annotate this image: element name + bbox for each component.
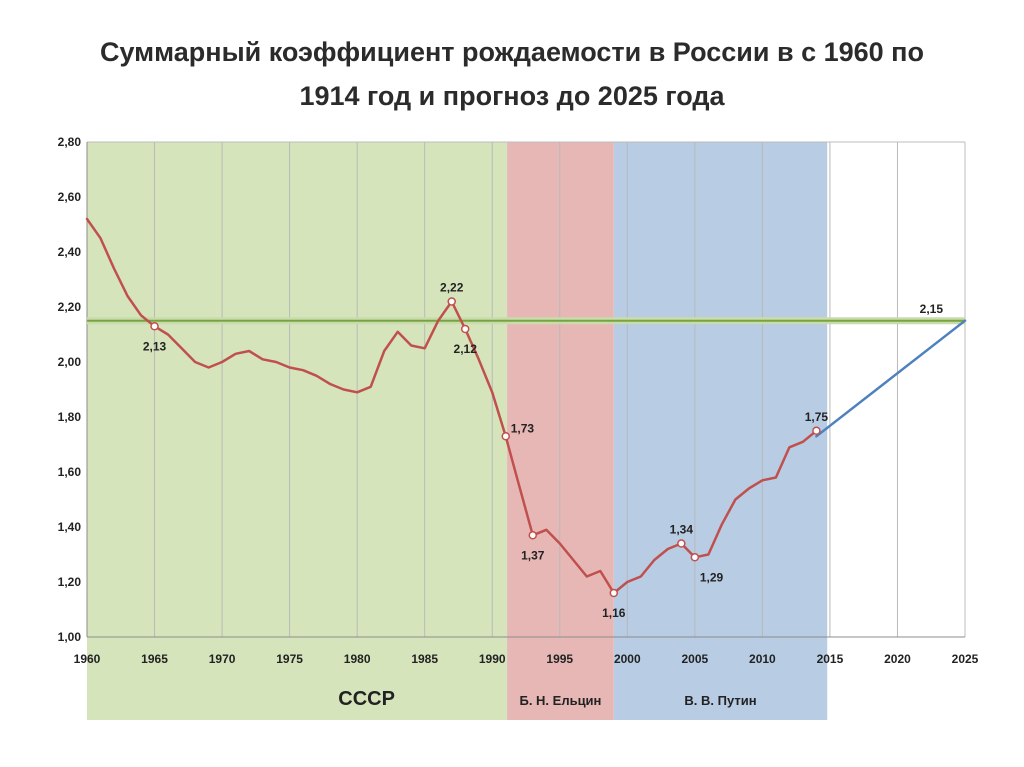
x-tick-label-2: 1970 (209, 652, 236, 666)
x-tick-label-11: 2015 (817, 652, 844, 666)
title-line-1: Суммарный коэффициент рождаемости в Росс… (100, 37, 924, 67)
x-tick-label-5: 1985 (411, 652, 438, 666)
x-tick-label-9: 2005 (681, 652, 708, 666)
x-tick-label-3: 1975 (276, 652, 303, 666)
data-label-5: 1,16 (602, 606, 626, 620)
data-point-marker-5 (609, 588, 619, 598)
data-label-8: 1,75 (805, 410, 829, 424)
data-point-marker-3 (501, 432, 510, 441)
data-label-2: 2,12 (454, 342, 478, 356)
data-label-1: 2,22 (440, 281, 464, 295)
x-tick-label-1: 1965 (141, 652, 168, 666)
data-point-marker-1 (447, 297, 456, 306)
y-tick-label-6: 2,20 (58, 300, 82, 314)
y-tick-label-7: 2,40 (58, 245, 82, 259)
data-point-marker-0 (150, 322, 159, 331)
y-tick-label-9: 2,80 (58, 135, 82, 149)
series-line-forecast (815, 319, 967, 438)
y-tick-label-8: 2,60 (58, 190, 82, 204)
data-label-6: 1,34 (670, 523, 694, 537)
x-tick-label-6: 1990 (479, 652, 506, 666)
x-tick-label-7: 1995 (546, 652, 573, 666)
data-label-3: 1,73 (511, 421, 535, 435)
y-tick-label-5: 2,00 (58, 355, 82, 369)
era-band-2 (613, 142, 828, 720)
x-tick-label-8: 2000 (614, 652, 641, 666)
era-band-0 (87, 142, 508, 720)
x-tick-label-10: 2010 (749, 652, 776, 666)
y-tick-label-1: 1,20 (58, 575, 82, 589)
y-tick-label-3: 1,60 (58, 465, 82, 479)
era-label-2: В. В. Путин (684, 693, 756, 708)
era-label-1: Б. Н. Ельцин (519, 693, 601, 708)
x-tick-label-0: 1960 (74, 652, 101, 666)
y-tick-label-4: 1,80 (58, 410, 82, 424)
data-label-7: 1,29 (700, 570, 724, 584)
data-point-marker-8 (812, 426, 821, 435)
x-tick-label-13: 2025 (952, 652, 979, 666)
data-label-0: 2,13 (143, 339, 167, 353)
data-point-marker-2 (460, 324, 470, 334)
data-label-9: 2,15 (920, 302, 944, 316)
x-tick-label-12: 2020 (884, 652, 911, 666)
data-label-4: 1,37 (521, 548, 545, 562)
data-point-marker-7 (690, 553, 700, 562)
title-line-2: 1914 год и прогноз до 2025 года (299, 81, 725, 111)
y-tick-label-2: 1,40 (58, 520, 82, 534)
x-tick-label-4: 1980 (344, 652, 371, 666)
data-point-marker-6 (677, 539, 686, 548)
chart-title: Суммарный коэффициент рождаемости в Росс… (0, 30, 1024, 118)
data-point-marker-4 (528, 531, 538, 540)
era-label-0: СССР (338, 688, 395, 710)
era-band-1 (507, 142, 614, 720)
y-tick-label-0: 1,00 (58, 630, 82, 644)
